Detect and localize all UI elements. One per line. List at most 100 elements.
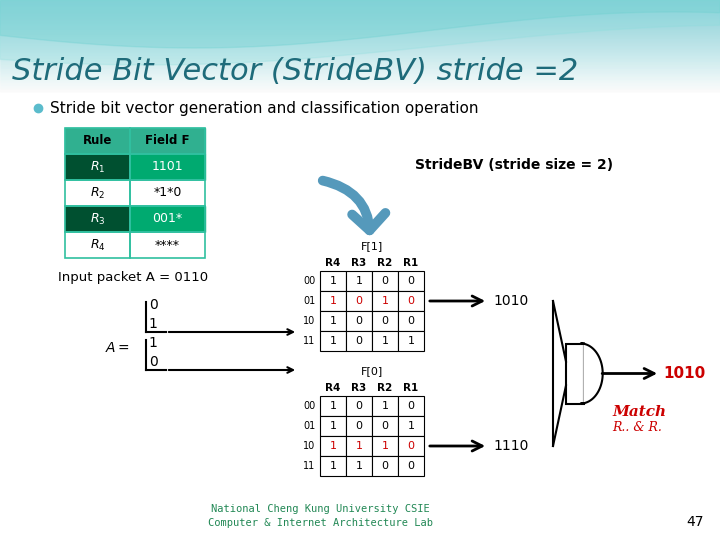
Bar: [0, 94, 720, 95]
Bar: [0, 70, 720, 71]
Bar: [372, 456, 398, 476]
Text: $A =$: $A =$: [105, 341, 130, 355]
Text: Input packet A = 0110: Input packet A = 0110: [58, 272, 208, 285]
Text: 0: 0: [408, 316, 415, 326]
Bar: [0, 79, 720, 80]
Bar: [0, 3, 720, 4]
Bar: [0, 74, 720, 75]
Bar: [0, 29, 720, 30]
Bar: [0, 5, 720, 6]
Bar: [65, 128, 130, 154]
Text: 1: 1: [356, 461, 362, 471]
Bar: [0, 26, 720, 27]
Bar: [0, 22, 720, 23]
Bar: [0, 31, 720, 32]
Text: 0: 0: [408, 276, 415, 286]
Bar: [372, 331, 398, 351]
Bar: [0, 102, 720, 103]
Bar: [346, 291, 372, 311]
Bar: [0, 51, 720, 52]
Text: R2: R2: [377, 258, 392, 268]
Bar: [65, 206, 130, 232]
Bar: [320, 291, 346, 311]
Bar: [0, 92, 720, 93]
Text: R4: R4: [325, 258, 341, 268]
Bar: [130, 180, 205, 206]
Bar: [372, 311, 398, 331]
Text: 01: 01: [303, 421, 315, 431]
Bar: [346, 456, 372, 476]
Text: 1: 1: [148, 336, 158, 350]
Bar: [0, 57, 720, 58]
Text: 0: 0: [148, 298, 158, 312]
Text: 0: 0: [356, 316, 362, 326]
Text: 47: 47: [686, 515, 703, 529]
Bar: [0, 2, 720, 3]
Text: 1: 1: [356, 276, 362, 286]
Text: 0: 0: [408, 461, 415, 471]
Text: 1: 1: [408, 336, 415, 346]
Bar: [0, 10, 720, 11]
Bar: [0, 104, 720, 105]
Bar: [0, 85, 720, 86]
Bar: [0, 9, 720, 10]
Bar: [0, 15, 720, 16]
Text: 1: 1: [330, 401, 336, 411]
Bar: [130, 154, 205, 180]
Text: $R_2$: $R_2$: [90, 185, 105, 200]
Text: $R_1$: $R_1$: [90, 159, 105, 174]
Text: 0: 0: [408, 401, 415, 411]
Bar: [0, 69, 720, 70]
Bar: [0, 53, 720, 54]
Bar: [0, 90, 720, 91]
Bar: [0, 33, 720, 34]
Text: ****: ****: [155, 239, 180, 252]
Bar: [0, 0, 720, 1]
Bar: [0, 99, 720, 100]
Text: R3: R3: [351, 258, 366, 268]
Text: 1: 1: [330, 336, 336, 346]
Bar: [130, 154, 205, 180]
Polygon shape: [581, 343, 603, 403]
Bar: [0, 40, 720, 41]
Bar: [0, 77, 720, 78]
Bar: [65, 180, 130, 206]
Bar: [0, 11, 720, 12]
Text: 00: 00: [303, 401, 315, 411]
Text: R2: R2: [377, 383, 392, 393]
Bar: [0, 101, 720, 102]
Bar: [0, 95, 720, 96]
Bar: [346, 331, 372, 351]
Bar: [0, 75, 720, 76]
Bar: [0, 20, 720, 21]
Bar: [0, 35, 720, 36]
Text: F[1]: F[1]: [361, 241, 383, 251]
Bar: [0, 37, 720, 38]
Bar: [0, 73, 720, 74]
Text: 0: 0: [408, 296, 415, 306]
Text: 1: 1: [330, 276, 336, 286]
Bar: [0, 25, 720, 26]
Text: 1: 1: [330, 461, 336, 471]
Bar: [0, 61, 720, 62]
Bar: [0, 60, 720, 61]
Bar: [0, 45, 720, 46]
Text: 11: 11: [303, 336, 315, 346]
Bar: [130, 232, 205, 258]
Bar: [0, 76, 720, 77]
Text: 10: 10: [303, 316, 315, 326]
Bar: [372, 396, 398, 416]
Bar: [0, 59, 720, 60]
Bar: [0, 96, 720, 97]
Bar: [346, 311, 372, 331]
Bar: [0, 43, 720, 44]
Bar: [0, 72, 720, 73]
Text: 0: 0: [356, 421, 362, 431]
Bar: [0, 48, 720, 49]
Bar: [0, 6, 720, 7]
Bar: [0, 64, 720, 65]
Text: *1*0: *1*0: [153, 186, 181, 199]
Bar: [0, 16, 720, 17]
Text: 1010: 1010: [493, 294, 528, 308]
Bar: [0, 84, 720, 85]
